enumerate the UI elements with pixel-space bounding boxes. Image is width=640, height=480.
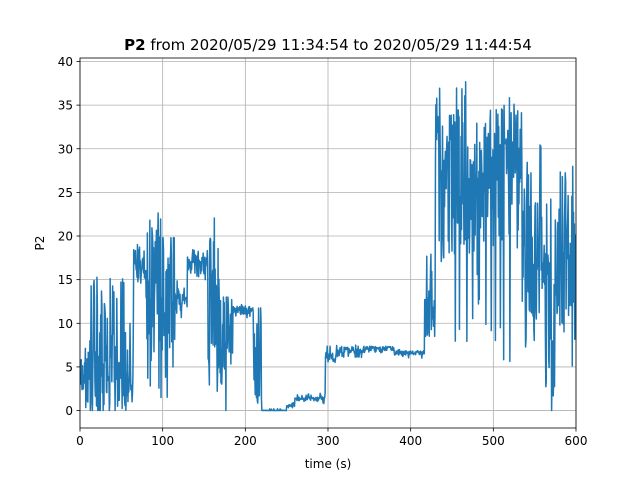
y-tick-label: 20 <box>58 230 73 244</box>
x-tick-label: 0 <box>76 434 84 448</box>
y-tick-label: 25 <box>58 186 73 200</box>
chart-title-bold: P2 <box>124 36 145 54</box>
x-tick-label: 100 <box>151 434 174 448</box>
y-axis: 0 5 10 15 20 25 30 35 40 <box>58 55 80 418</box>
p2-series-line <box>80 80 576 412</box>
x-tick-label: 600 <box>565 434 588 448</box>
y-tick-label: 35 <box>58 99 73 113</box>
x-axis-label: time (s) <box>305 457 352 471</box>
y-tick-label: 5 <box>65 360 73 374</box>
y-tick-label: 40 <box>58 55 73 69</box>
x-tick-label: 300 <box>317 434 340 448</box>
y-axis-label: P2 <box>33 236 47 251</box>
x-tick-label: 200 <box>234 434 257 448</box>
chart-title: P2 from 2020/05/29 11:34:54 to 2020/05/2… <box>124 36 532 54</box>
y-tick-label: 10 <box>58 317 73 331</box>
x-tick-label: 400 <box>399 434 422 448</box>
chart-title-rest: from 2020/05/29 11:34:54 to 2020/05/29 1… <box>146 36 532 54</box>
y-tick-label: 30 <box>58 142 73 156</box>
x-axis: 0 100 200 300 400 500 600 <box>76 428 587 448</box>
x-tick-label: 500 <box>482 434 505 448</box>
plot-area <box>80 80 576 412</box>
y-tick-label: 15 <box>58 273 73 287</box>
y-tick-label: 0 <box>65 404 73 418</box>
